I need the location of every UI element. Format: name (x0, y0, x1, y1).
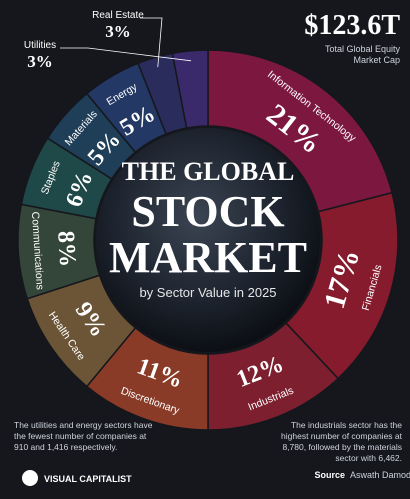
globe (96, 128, 320, 352)
value-label: 3% (105, 22, 131, 41)
total: $123.6T (304, 10, 400, 41)
segment (171, 49, 209, 129)
title-line: THE GLOBAL (122, 157, 295, 186)
leader-line (140, 17, 163, 68)
category-label: Utilities (24, 40, 56, 51)
title-line: MARKET (109, 233, 307, 282)
title-line: STOCK (131, 187, 284, 236)
segment (207, 49, 393, 213)
source: Aswath Damodaran (350, 470, 410, 480)
brand-logo (22, 470, 38, 486)
subtitle: by Sector Value in 2025 (139, 285, 276, 300)
category-label: Communications (29, 211, 46, 290)
source-label: Source (314, 470, 345, 480)
brand: VISUAL CAPITALIST (44, 474, 132, 484)
value-label: 8% (52, 230, 80, 268)
value-label: 3% (27, 52, 53, 71)
leader-line (60, 47, 192, 62)
note: The industrials sector has the highest n… (281, 420, 402, 463)
total-label: Total Global Equity Market Cap (324, 44, 400, 65)
note: The utilities and energy sectors have th… (14, 420, 153, 452)
category-label: Real Estate (92, 10, 144, 21)
